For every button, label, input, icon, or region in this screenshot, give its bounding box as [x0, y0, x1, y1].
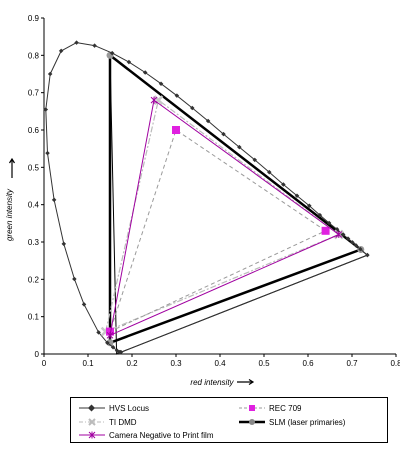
data-point — [153, 95, 164, 106]
series-line-slm-laser-primaries — [108, 54, 362, 345]
slm-legend-icon — [239, 419, 265, 425]
legend-item-slm: SLM (laser primaries) — [239, 415, 345, 429]
data-point — [45, 150, 50, 156]
data-point — [74, 40, 79, 45]
chromaticity-chart: 0 0.1 0.2 0.3 0.4 0.5 0.6 0.7 0.8 0 0.1 0.2 0.3 0.4 0… — [5, 14, 400, 387]
data-point — [294, 193, 300, 198]
x-tick-label: 0.3 — [170, 359, 182, 368]
legend-label-ti-dmd: TI DMD — [109, 417, 137, 427]
x-tick-label: 0.2 — [126, 359, 138, 368]
data-point — [142, 70, 148, 75]
legend-item-hvs-locus: HVS Locus — [79, 401, 149, 415]
series-line-ti-dmd — [104, 99, 340, 333]
y-tick-label: 0.1 — [28, 313, 40, 322]
legend-label-slm: SLM (laser primaries) — [269, 417, 346, 427]
data-point — [335, 231, 343, 239]
y-tick-label: 0.5 — [28, 163, 40, 172]
x-tick-label: 0.7 — [346, 359, 358, 368]
data-point — [105, 340, 110, 346]
x-tick-label: 0.1 — [82, 359, 94, 368]
data-point — [81, 302, 87, 307]
series-rec-709 — [106, 126, 330, 336]
x-axis-label: red intensity — [190, 378, 234, 387]
y-tick-label: 0.9 — [28, 14, 40, 23]
y-tick-label: 0.4 — [28, 201, 40, 210]
legend-item-ti-dmd: TI DMD — [79, 415, 137, 429]
data-point — [72, 276, 77, 282]
data-point — [106, 327, 114, 336]
camera-negative-legend-icon — [79, 431, 105, 439]
y-tick-label: 0 — [35, 350, 40, 359]
data-point — [92, 43, 97, 48]
data-point — [47, 71, 53, 77]
data-point — [43, 107, 49, 112]
x-tick-label: 0.4 — [214, 359, 226, 368]
legend: HVS Locus REC 709 TI DMD SLM (laser prim… — [70, 397, 388, 443]
y-tick-label: 0.6 — [28, 126, 40, 135]
data-point — [106, 339, 114, 347]
x-tick-label: 0.5 — [258, 359, 270, 368]
ti-dmd-legend-icon — [79, 418, 105, 426]
y-tick-label: 0.3 — [28, 238, 40, 247]
rec709-legend-icon — [239, 405, 265, 411]
data-point — [51, 197, 57, 203]
data-point — [106, 331, 114, 339]
series-slm-laser-primaries — [106, 51, 365, 347]
legend-item-rec709: REC 709 — [239, 401, 301, 415]
data-point — [365, 252, 370, 258]
legend-label-rec709: REC 709 — [269, 403, 302, 413]
y-axis-label: green intensity — [5, 188, 14, 241]
legend-item-camera-negative: Camera Negative to Print film — [79, 428, 213, 442]
y-tick-label: 0.2 — [28, 275, 40, 284]
data-point — [158, 81, 164, 86]
legend-label-hvs-locus: HVS Locus — [109, 403, 150, 413]
x-axis-arrow-icon — [237, 378, 255, 386]
data-point — [317, 212, 323, 218]
series-ti-dmd — [100, 95, 344, 337]
series-line-camera-negative-to-print-film — [109, 99, 340, 336]
data-point — [58, 48, 64, 54]
data-point — [281, 182, 286, 187]
data-point — [205, 118, 211, 124]
data-point — [267, 169, 272, 175]
outer-triangle-line — [109, 54, 368, 355]
legend-label-camera-negative: Camera Negative to Print film — [109, 430, 214, 440]
series-camera-negative-to-print-film — [106, 96, 343, 339]
data-point — [61, 241, 67, 247]
data-point — [321, 226, 330, 235]
data-point — [172, 126, 180, 134]
y-axis-arrow-icon — [8, 157, 16, 178]
x-tick-label: 0.6 — [302, 359, 314, 368]
y-tick-label: 0.8 — [28, 51, 40, 60]
x-tick-label: 0 — [42, 359, 47, 368]
data-point — [150, 96, 158, 104]
data-point — [358, 246, 363, 252]
series-line-rec-709 — [109, 129, 326, 333]
x-tick-label: 0.8 — [390, 359, 400, 368]
hvs-locus-legend-icon — [79, 404, 105, 412]
y-tick-label: 0.7 — [28, 89, 40, 98]
data-point — [109, 50, 115, 56]
